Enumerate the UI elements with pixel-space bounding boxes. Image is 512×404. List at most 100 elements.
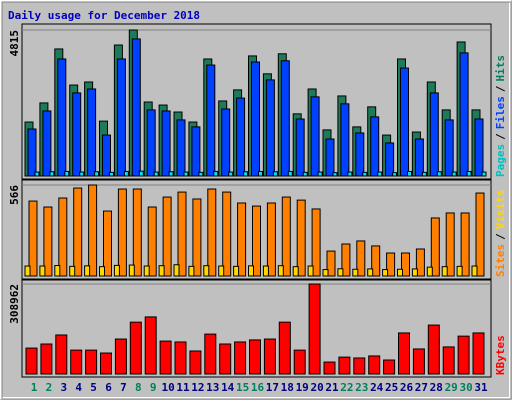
bar — [39, 265, 46, 277]
bar — [87, 88, 97, 177]
x-tick-label: 5 — [90, 381, 97, 394]
bar — [377, 171, 383, 177]
bar — [400, 67, 409, 177]
legend-separator: / — [494, 85, 507, 92]
x-tick-label: 20 — [310, 381, 323, 394]
bar — [49, 171, 55, 177]
bar — [341, 243, 351, 277]
bar — [287, 170, 293, 177]
bar — [206, 64, 216, 177]
bar — [34, 171, 40, 177]
bar — [460, 212, 470, 277]
bar — [475, 192, 485, 277]
bar — [295, 118, 305, 177]
bar — [114, 338, 127, 375]
bar — [88, 184, 98, 277]
legend: KBytes — [494, 335, 507, 375]
bar — [355, 132, 365, 177]
bar — [203, 265, 210, 277]
legend-separator: / — [494, 133, 507, 140]
bar — [362, 171, 368, 177]
bar — [233, 265, 240, 277]
bar — [451, 171, 457, 177]
legend: Sites / Visits — [494, 190, 507, 278]
bar — [100, 352, 112, 375]
bar — [129, 321, 142, 375]
bar — [292, 266, 299, 277]
bar — [323, 361, 336, 375]
bar — [84, 265, 91, 277]
bar — [55, 334, 68, 375]
chart-title: Daily usage for December 2018 — [8, 9, 200, 22]
bar — [113, 264, 120, 277]
bar — [123, 170, 129, 177]
bar — [414, 138, 424, 177]
y-tick-label: 566 — [8, 185, 21, 205]
y-tick-label: 308962 — [8, 284, 21, 324]
bar — [382, 269, 389, 277]
legend: Pages / Files / Hits — [494, 55, 507, 177]
bar — [457, 335, 470, 375]
bar — [436, 171, 442, 177]
legend-entry: Sites — [494, 244, 507, 277]
bar — [102, 134, 111, 177]
bar — [471, 265, 478, 277]
bar — [109, 171, 114, 177]
bar — [441, 266, 448, 277]
bar — [308, 283, 321, 375]
x-tick-label: 3 — [60, 381, 67, 394]
bar — [322, 269, 329, 277]
bar — [159, 340, 172, 375]
bar — [198, 171, 204, 177]
bar — [371, 245, 381, 277]
bar — [310, 96, 320, 177]
legend-entry: Pages — [494, 144, 507, 177]
bar — [429, 92, 439, 177]
bar — [162, 196, 172, 277]
bar — [72, 92, 82, 177]
x-tick-label: 4 — [75, 381, 82, 394]
bar — [481, 171, 487, 177]
bar — [266, 202, 276, 277]
bar — [383, 359, 396, 375]
legend-entry: Visits — [494, 190, 507, 230]
bar — [131, 38, 141, 177]
legend-entry: Hits — [494, 55, 507, 82]
bar — [356, 240, 366, 277]
x-tick-label: 24 — [370, 381, 384, 394]
x-tick-label: 2 — [46, 381, 53, 394]
bar — [147, 206, 157, 277]
bar — [249, 339, 261, 375]
bar — [146, 109, 156, 177]
bar — [85, 349, 98, 375]
bar — [28, 200, 38, 277]
bar — [258, 170, 263, 177]
bar — [278, 321, 291, 375]
bar — [251, 61, 260, 177]
x-tick-label: 10 — [161, 381, 174, 394]
bar — [392, 172, 398, 177]
bar — [221, 108, 231, 177]
bar — [474, 118, 484, 177]
bar — [311, 208, 321, 277]
bar — [445, 212, 455, 277]
bar — [265, 79, 275, 177]
bar — [58, 197, 68, 277]
bar — [173, 264, 180, 277]
bar — [368, 355, 381, 375]
x-tick-label: 12 — [191, 381, 204, 394]
bar — [296, 199, 306, 277]
bar — [188, 265, 195, 277]
bar — [176, 119, 186, 177]
bar — [398, 332, 410, 375]
x-tick-label: 1 — [31, 381, 38, 394]
bar — [280, 60, 290, 177]
bar — [161, 110, 171, 177]
x-tick-label: 18 — [281, 381, 294, 394]
bar — [367, 268, 374, 277]
bar — [69, 265, 76, 277]
bar — [158, 265, 165, 277]
bar — [412, 348, 425, 375]
